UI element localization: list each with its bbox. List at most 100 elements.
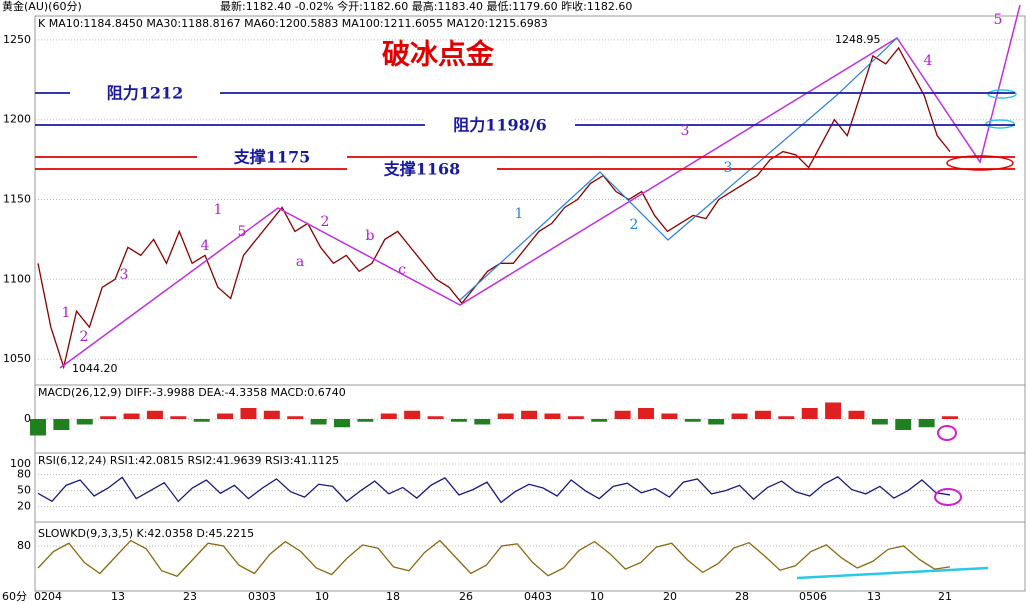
period: 60分 [2,590,27,603]
wave-label: 1 [62,305,71,321]
macd-bar [450,419,467,422]
macd-bar [638,408,654,419]
marker [937,425,957,441]
macd-bar [474,419,491,425]
macd-bar [544,413,561,419]
series-line [37,476,951,504]
macd-bar [754,410,771,419]
wave-label: c [398,262,406,278]
macd-bar [287,416,304,419]
wave-label: 5 [994,12,1003,28]
macd-bar [497,413,514,419]
macd-bar [404,410,421,419]
y-tick-label: 1150 [3,193,31,206]
x-tick-label: 0204 [34,590,62,603]
ma-legend: K MA10:1184.8450 MA30:1188.8167 MA60:120… [38,17,548,30]
macd-bar [146,410,163,419]
x-tick-label: 0506 [799,590,827,603]
macd-bar [521,410,538,419]
macd-bar [778,416,795,419]
y-tick-label: 80 [17,539,31,552]
x-tick-label: 23 [183,590,197,603]
wave-label: b [366,228,375,244]
marker [987,89,1017,99]
macd-bar [123,413,140,419]
macd-bar [193,419,210,422]
high-label: 1248.95 [835,33,881,46]
wave-label: 1 [214,202,223,218]
macd-bar [661,413,678,419]
macd-bar [848,410,865,419]
wave-label: 4 [201,238,210,254]
macd-bar [334,419,350,428]
macd-bar [170,416,187,419]
y-tick-label: 1100 [3,272,31,285]
y-tick-label: 20 [17,500,31,513]
macd-legend: MACD(26,12,9) DIFF:-3.9988 DEA:-4.3358 M… [38,386,346,399]
wave-label: 3 [681,123,690,139]
wave-label: 4 [924,53,933,69]
y-tick-label: 1250 [3,33,31,46]
macd-bar [240,408,257,419]
target-ellipse [946,155,1014,171]
macd-bar [310,419,327,425]
macd-bar [684,419,701,422]
macd-bar [591,419,608,422]
wave-label: a [296,254,304,270]
label-bg [347,159,497,179]
marker [934,488,962,506]
low-label: 1044.20 [72,362,118,375]
macd-bar [53,419,70,430]
x-tick-label: 10 [315,590,329,603]
macd-bar [942,416,958,419]
level-label: 支撑1168 [383,160,461,179]
y-tick-label: 0 [24,412,31,425]
wave-line [59,4,1021,369]
quote: 最新:1182.40 -0.02% 今开:1182.60 最高:1183.40 … [220,0,632,13]
x-tick-label: 20 [663,590,677,603]
y-tick-label: 1050 [3,352,31,365]
wave-label: 2 [321,214,330,230]
kd-legend: SLOWKD(9,3,3,5) K:42.0358 D:45.2215 [38,527,254,540]
y-tick-label: 1200 [3,113,31,126]
macd-bar [731,413,748,419]
macd-bar [217,413,234,419]
macd-bar [100,416,117,419]
macd-bar [614,410,631,419]
macd-bar [380,413,397,419]
macd-bar [825,402,842,419]
wave-label: 2 [630,217,639,233]
label-bg [197,147,347,167]
label-bg [70,83,220,103]
series-line [37,539,951,578]
x-tick-label: 13 [867,590,881,603]
wave-label: 1 [515,206,524,222]
y-tick-label: 50 [17,484,31,497]
macd-bar [871,419,888,425]
level-label: 阻力1212 [107,84,184,103]
x-tick-label: 28 [735,590,749,603]
macd-bar [30,419,46,436]
channel-line [459,37,898,301]
level-label: 阻力1198/6 [453,116,547,135]
macd-bar [263,410,280,419]
wave-label: 3 [724,160,733,176]
y-tick-label: 100 [10,457,31,470]
y-tick-label: 80 [17,468,31,481]
x-tick-label: 21 [938,590,952,603]
macd-bar [895,419,912,430]
trend-line [796,566,989,580]
macd-bar [567,416,584,419]
x-tick-label: 18 [386,590,400,603]
symbol: 黄金(AU)(60分) [2,0,82,13]
macd-bar [801,408,818,419]
x-tick-label: 0403 [524,590,552,603]
macd-bar [76,419,93,425]
macd-bar [427,416,444,419]
plot-frame [34,15,1026,592]
x-tick-label: 26 [459,590,473,603]
marker [985,119,1015,129]
x-tick-label: 13 [111,590,125,603]
label-bg [425,115,575,135]
